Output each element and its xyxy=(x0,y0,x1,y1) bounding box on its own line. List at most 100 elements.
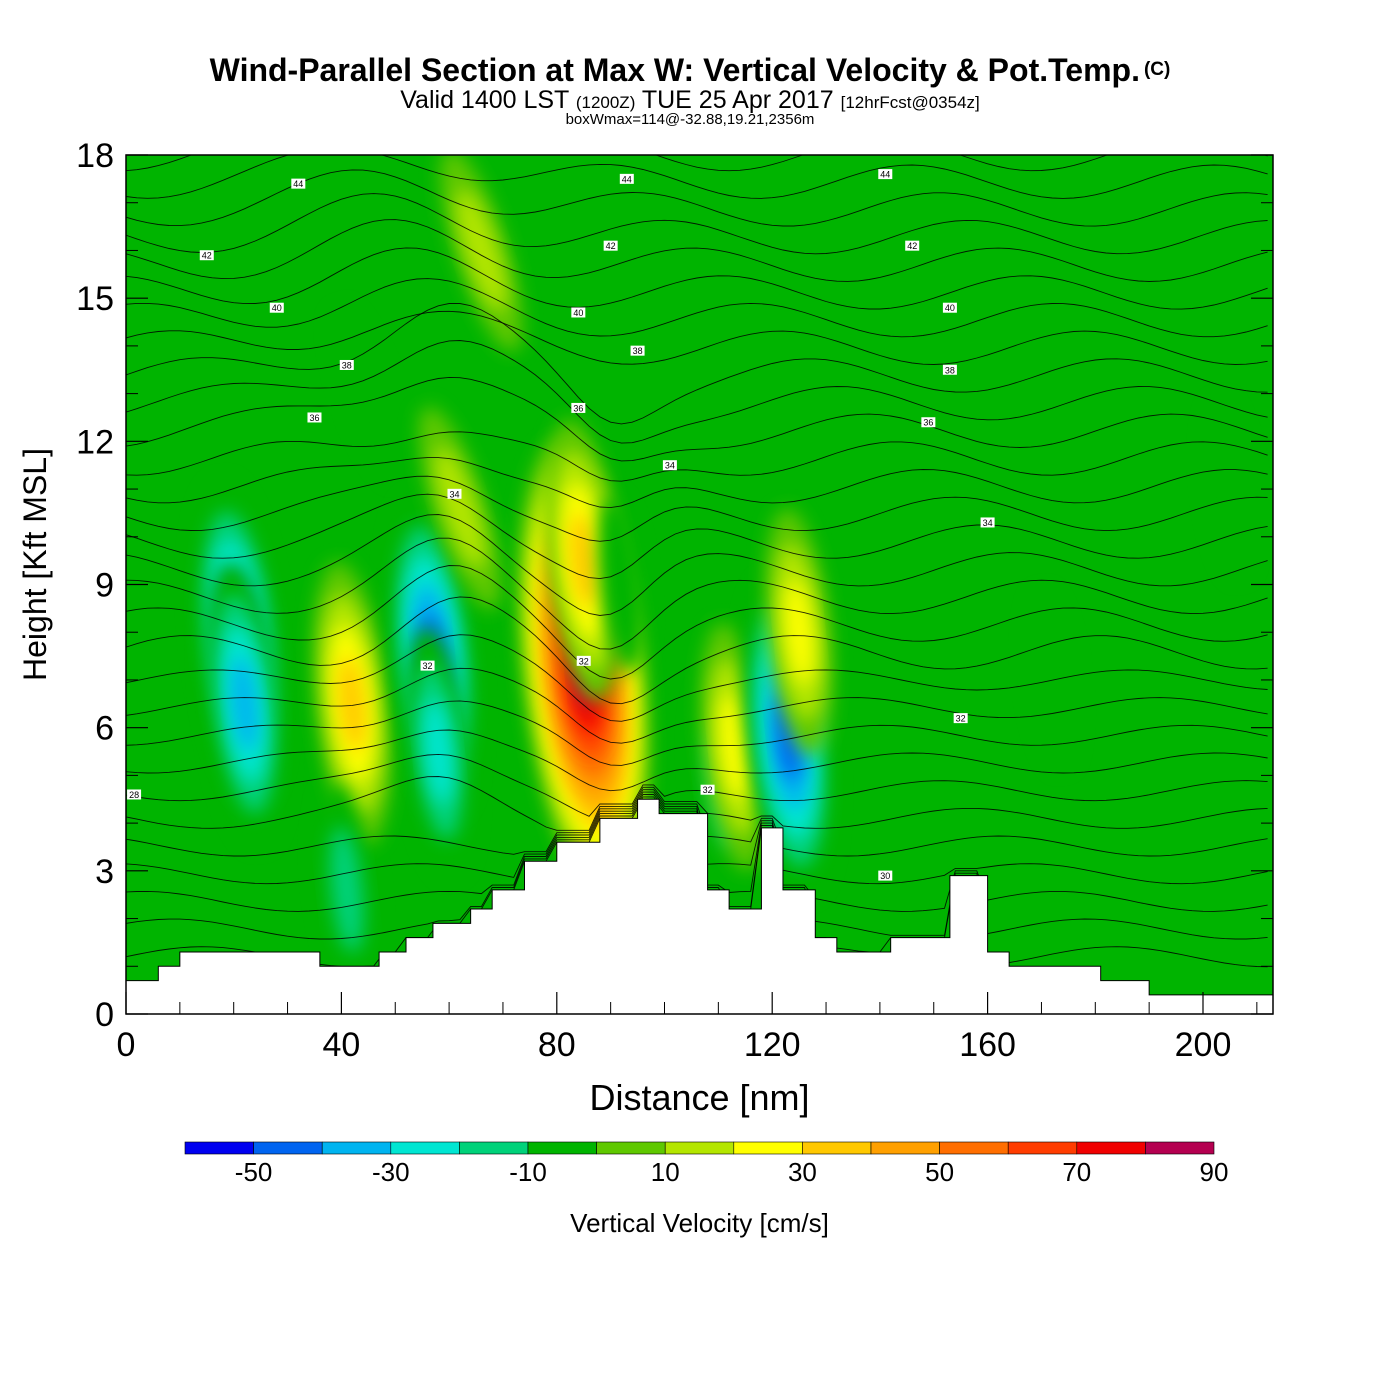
theta-label: 36 xyxy=(307,412,322,423)
colorbar-tick-label: -30 xyxy=(372,1157,410,1187)
y-axis-label: Height [Kft MSL] xyxy=(17,448,53,681)
theta-isoline xyxy=(126,431,1268,482)
theta-label-bg xyxy=(576,655,591,666)
valid-utc-text: (1200Z) xyxy=(575,93,636,112)
theta-label-bg xyxy=(662,460,677,471)
colorbar-swatch xyxy=(596,1141,666,1155)
theta-label: 34 xyxy=(980,517,995,528)
theta-label-text: 42 xyxy=(907,241,917,251)
theta-label-bg xyxy=(980,517,995,528)
theta-isoline xyxy=(126,634,1268,722)
theta-label-text: 44 xyxy=(622,174,632,184)
theta-label: 44 xyxy=(291,178,306,189)
theta-label: 36 xyxy=(571,402,586,413)
theta-label-text: 38 xyxy=(342,360,352,370)
velocity-contour xyxy=(329,826,364,954)
colorbar-tick-label: 30 xyxy=(788,1157,817,1187)
colorbar-swatch xyxy=(1145,1141,1215,1155)
theta-label-bg xyxy=(619,173,634,184)
colorbar-tick-label: 70 xyxy=(1062,1157,1091,1187)
colorbar-tick-label: -10 xyxy=(509,1157,547,1187)
x-tick-label: 160 xyxy=(959,1026,1016,1064)
y-tick-label: 3 xyxy=(95,853,114,891)
theta-isoline xyxy=(126,169,1268,227)
valid-date-text: TUE 25 Apr 2017 xyxy=(641,86,834,114)
theta-isoline xyxy=(126,219,1268,282)
theta-label-bg xyxy=(878,169,893,180)
colorbar-swatch xyxy=(664,1141,735,1155)
theta-label-text: 34 xyxy=(665,461,675,471)
colorbar-swatch xyxy=(733,1141,803,1155)
theta-isoline xyxy=(126,514,1268,616)
velocity-contour xyxy=(423,698,453,805)
theta-isoline xyxy=(126,565,1268,680)
theta-label-text: 32 xyxy=(579,656,589,666)
theta-label-text: 34 xyxy=(983,518,993,528)
theta-label-bg xyxy=(199,250,214,261)
theta-label: 36 xyxy=(921,417,936,428)
theta-label-text: 32 xyxy=(703,785,713,795)
theta-label: 28 xyxy=(127,789,142,800)
theta-label-text: 32 xyxy=(956,714,966,724)
theta-label-text: 44 xyxy=(293,179,303,189)
theta-isoline xyxy=(126,278,1268,338)
theta-label-text: 28 xyxy=(129,790,139,800)
theta-label-text: 40 xyxy=(272,303,282,313)
colorbar-swatch xyxy=(802,1141,872,1155)
theta-label-text: 40 xyxy=(945,303,955,313)
theta-isoline xyxy=(126,596,1268,705)
theta-label-text: 42 xyxy=(606,241,616,251)
theta-label: 34 xyxy=(662,460,677,471)
theta-label-bg xyxy=(603,240,618,251)
velocity-cell xyxy=(318,784,375,996)
theta-contours xyxy=(126,155,1268,968)
colorbar-ticks: -50 -30 -10 10 30 50 70 90 xyxy=(235,1157,1229,1187)
x-axis: 0 40 80 120 160 200 xyxy=(117,992,1258,1064)
theta-isoline xyxy=(126,776,1268,831)
theta-labels: 28 30 32 32 32 32 34 34 34 36 36 36 38 38 38 40 40 40 42 42… xyxy=(127,169,995,881)
theta-isoline xyxy=(126,247,1268,310)
colorbar-tick-label: -50 xyxy=(235,1157,273,1187)
velocity-contour xyxy=(720,693,749,800)
velocity-contour xyxy=(456,189,507,312)
theta-isoline xyxy=(126,789,1268,857)
velocity-contour xyxy=(1207,401,1253,577)
theta-isoline xyxy=(126,376,1268,462)
chart-subtitle: Valid 1400 LST (1200Z) TUE 25 Apr 2017 [… xyxy=(0,86,1390,115)
theta-label: 44 xyxy=(878,169,893,180)
theta-isoline xyxy=(126,155,1268,199)
velocity-cell xyxy=(404,628,472,875)
theta-isoline xyxy=(126,475,1268,542)
theta-isoline xyxy=(126,700,1268,766)
theta-label-bg xyxy=(291,178,306,189)
theta-label-bg xyxy=(878,870,893,881)
y-tick-label: 12 xyxy=(76,423,114,461)
y-tick-label: 15 xyxy=(76,280,114,318)
velocity-cell xyxy=(334,309,403,478)
theta-label-bg xyxy=(700,784,715,795)
theta-label-bg xyxy=(953,713,968,724)
theta-label-text: 32 xyxy=(423,661,433,671)
theta-isoline xyxy=(126,537,1268,650)
theta-label: 42 xyxy=(199,250,214,261)
velocity-contour xyxy=(435,447,485,569)
theta-label-text: 42 xyxy=(202,251,212,261)
colorbar-swatch xyxy=(527,1141,597,1155)
theta-label: 38 xyxy=(339,359,354,370)
theta-isoline xyxy=(126,457,1268,509)
x-tick-label: 200 xyxy=(1175,1026,1232,1064)
theta-label-bg xyxy=(447,488,462,499)
velocity-contour xyxy=(334,309,403,478)
theta-label-text: 40 xyxy=(573,308,583,318)
theta-label-bg xyxy=(942,364,957,375)
colorbar-label: Vertical Velocity [cm/s] xyxy=(570,1208,829,1238)
theta-label-bg xyxy=(571,402,586,413)
theta-label: 38 xyxy=(942,364,957,375)
y-tick-label: 9 xyxy=(95,567,114,605)
theta-label-text: 30 xyxy=(880,871,890,881)
theta-isoline xyxy=(126,340,1268,444)
theta-label: 38 xyxy=(630,345,645,356)
colorbar-swatch xyxy=(459,1141,529,1155)
